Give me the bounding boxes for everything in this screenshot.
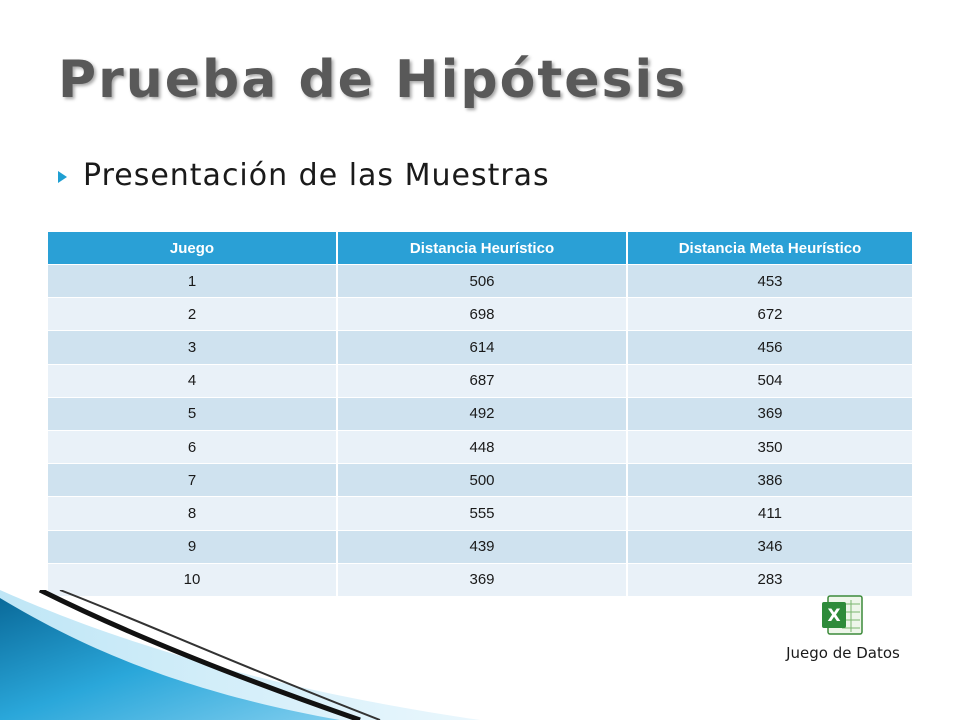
cell-juego: 10 — [48, 562, 338, 596]
cell-meta-heuristico: 369 — [627, 396, 912, 431]
cell-meta-heuristico: 411 — [627, 496, 912, 530]
cell-heuristico: 500 — [337, 463, 628, 497]
header-juego: Juego — [48, 232, 338, 265]
table-row: 6 448 350 — [48, 429, 912, 464]
cell-juego: 7 — [48, 463, 338, 497]
bullet-text: Presentación de las Muestras — [83, 158, 550, 193]
cell-heuristico: 555 — [337, 496, 628, 530]
cell-heuristico: 369 — [337, 562, 628, 596]
header-distancia-heuristico: Distancia Heurístico — [337, 232, 628, 265]
table-row: 10 369 283 — [48, 562, 912, 596]
cell-meta-heuristico: 386 — [627, 463, 912, 497]
cell-heuristico: 439 — [337, 529, 628, 564]
cell-heuristico: 492 — [337, 396, 628, 431]
cell-meta-heuristico: 672 — [627, 297, 912, 331]
table-row: 4 687 504 — [48, 363, 912, 398]
svg-text:X: X — [827, 606, 840, 626]
table-row: 3 614 456 — [48, 330, 912, 365]
cell-meta-heuristico: 456 — [627, 330, 912, 365]
cell-meta-heuristico: 346 — [627, 529, 912, 564]
cell-heuristico: 687 — [337, 363, 628, 398]
cell-heuristico: 698 — [337, 297, 628, 331]
excel-icon: X — [822, 595, 863, 635]
cell-juego: 2 — [48, 297, 338, 331]
header-distancia-meta-heuristico: Distancia Meta Heurístico — [627, 232, 912, 265]
cell-juego: 4 — [48, 363, 338, 398]
decorative-wave-graphic — [0, 590, 480, 720]
cell-heuristico: 506 — [337, 263, 628, 298]
cell-meta-heuristico: 283 — [627, 562, 912, 596]
table-header-row: Juego Distancia Heurístico Distancia Met… — [48, 232, 912, 265]
cell-juego: 9 — [48, 529, 338, 564]
cell-heuristico: 614 — [337, 330, 628, 365]
cell-meta-heuristico: 350 — [627, 429, 912, 464]
table-row: 8 555 411 — [48, 496, 912, 530]
table-row: 9 439 346 — [48, 529, 912, 564]
cell-meta-heuristico: 453 — [627, 263, 912, 298]
cell-meta-heuristico: 504 — [627, 363, 912, 398]
cell-juego: 6 — [48, 429, 338, 464]
bullet-arrow-icon — [58, 170, 67, 183]
table-row: 2 698 672 — [48, 297, 912, 331]
excel-link-label: Juego de Datos — [786, 644, 900, 662]
table-row: 7 500 386 — [48, 463, 912, 497]
cell-juego: 3 — [48, 330, 338, 365]
samples-table: Juego Distancia Heurístico Distancia Met… — [48, 232, 912, 596]
cell-juego: 5 — [48, 396, 338, 431]
cell-heuristico: 448 — [337, 429, 628, 464]
table-row: 5 492 369 — [48, 396, 912, 431]
bullet-item: Presentación de las Muestras — [58, 158, 550, 193]
cell-juego: 1 — [48, 263, 338, 298]
slide-title: Prueba de Hipótesis — [58, 50, 688, 110]
cell-juego: 8 — [48, 496, 338, 530]
table-row: 1 506 453 — [48, 263, 912, 298]
excel-data-link[interactable]: X Juego de Datos — [778, 592, 908, 662]
